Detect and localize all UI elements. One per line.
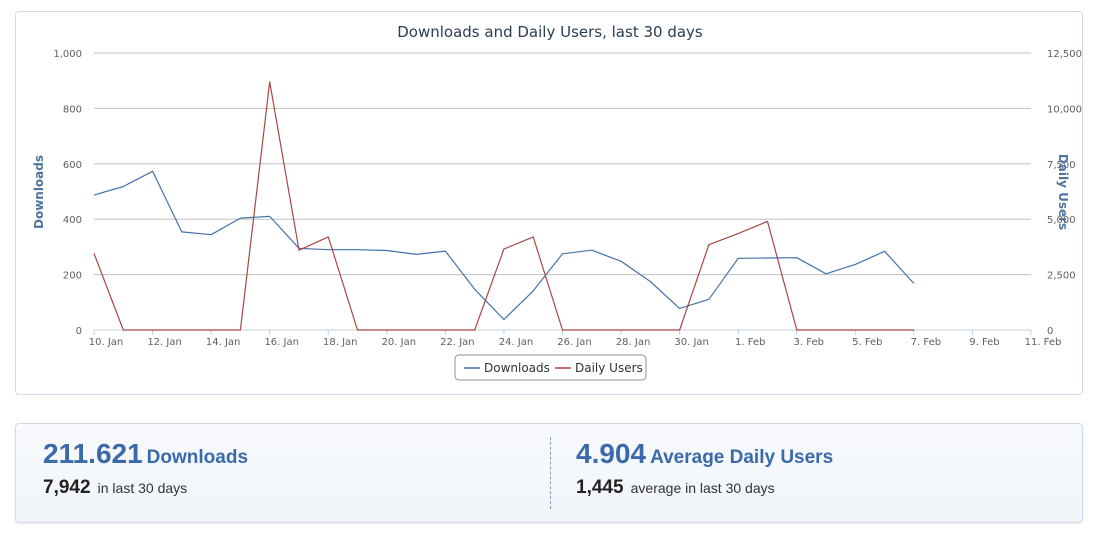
legend-item-label: Downloads xyxy=(484,361,550,375)
stats-divider xyxy=(550,437,551,509)
y-left-tick-label: 200 xyxy=(63,271,82,282)
legend-item-label: Daily Users xyxy=(575,361,643,375)
x-tick-label: 16. Jan xyxy=(264,337,299,348)
daily-users-series-line xyxy=(93,81,914,331)
x-tick-label: 28. Jan xyxy=(616,337,651,348)
downloads-recent: 7,942 xyxy=(43,477,91,498)
chart-panel: Downloads and Daily Users, last 30 days 0… xyxy=(15,11,1083,395)
x-tick-label: 18. Jan xyxy=(323,337,358,348)
x-tick-label: 26. Jan xyxy=(557,337,592,348)
x-tick-label: 5. Feb xyxy=(852,337,882,348)
x-tick-label: 9. Feb xyxy=(969,337,999,348)
x-tick-label: 10. Jan xyxy=(89,337,124,348)
y-right-tick-label: 2,500 xyxy=(1047,271,1076,282)
y-left-tick-label: 600 xyxy=(63,160,82,171)
x-tick-label: 20. Jan xyxy=(382,337,417,348)
y-left-tick-label: 400 xyxy=(63,215,82,226)
y-left-tick-label: 800 xyxy=(63,104,82,115)
x-tick-label: 3. Feb xyxy=(794,337,824,348)
y-right-tick-label: 5,000 xyxy=(1047,215,1076,226)
y-right-tick-label: 12,500 xyxy=(1047,49,1082,60)
users-recent: 1,445 xyxy=(576,477,624,498)
users-label: Average Daily Users xyxy=(650,447,834,468)
users-stat: 4.904 Average Daily Users 1,445 average i… xyxy=(576,438,833,499)
y-right-axis-title: Daily Users xyxy=(1056,154,1070,230)
y-right-tick-label: 7,500 xyxy=(1047,160,1076,171)
x-tick-label: 22. Jan xyxy=(440,337,475,348)
y-right-tick-label: 10,000 xyxy=(1047,104,1082,115)
y-left-tick-label: 0 xyxy=(76,326,82,337)
downloads-total: 211.621 xyxy=(43,438,143,469)
downloads-series-line xyxy=(93,170,915,321)
x-tick-label: 12. Jan xyxy=(147,337,182,348)
x-tick-label: 14. Jan xyxy=(206,337,241,348)
y-right-tick-label: 0 xyxy=(1047,326,1053,337)
line-chart: Downloads and Daily Users, last 30 days 0… xyxy=(32,23,1082,381)
y-left-tick-label: 1,000 xyxy=(53,49,82,60)
x-tick-label: 7. Feb xyxy=(911,337,941,348)
downloads-recent-label: in last 30 days xyxy=(97,480,188,496)
x-tick-label: 1. Feb xyxy=(735,337,765,348)
downloads-label: Downloads xyxy=(146,447,249,468)
x-tick-label: 11. Feb xyxy=(1025,337,1062,348)
legend-box xyxy=(454,354,647,381)
users-recent-label: average in last 30 days xyxy=(630,480,775,496)
stats-panel: 211.621 Downloads 7,942 in last 30 days 4… xyxy=(15,423,1083,523)
x-tick-label: 24. Jan xyxy=(499,337,534,348)
downloads-stat: 211.621 Downloads 7,942 in last 30 days xyxy=(43,438,248,499)
y-left-axis-title: Downloads xyxy=(32,155,46,229)
x-tick-label: 30. Jan xyxy=(674,337,709,348)
users-total: 4.904 xyxy=(576,438,647,469)
chart-title: Downloads and Daily Users, last 30 days xyxy=(397,23,703,41)
